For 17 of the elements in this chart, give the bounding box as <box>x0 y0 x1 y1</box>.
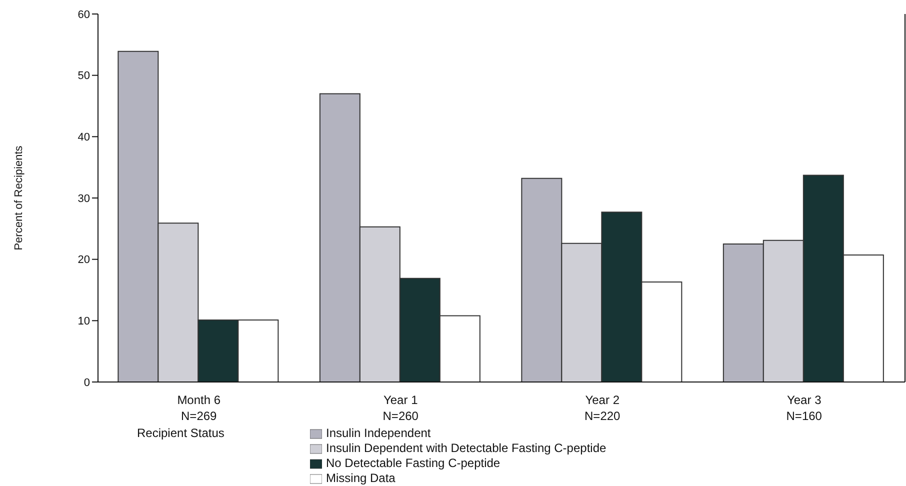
legend-label: Insulin Dependent with Detectable Fasting C-peptide <box>326 441 606 455</box>
y-tick-label: 0 <box>84 376 90 389</box>
y-tick-label: 30 <box>78 192 90 205</box>
y-axis-title: Percent of Recipients <box>12 145 25 250</box>
x-tick-label: Month 6 N=269 <box>177 393 221 423</box>
legend-label: No Detectable Fasting C-peptide <box>326 456 500 470</box>
y-tick-label: 20 <box>78 254 90 266</box>
y-tick-label: 10 <box>78 316 90 328</box>
y-tick-label: 50 <box>78 70 90 82</box>
x-tick-label: Year 1 N=260 <box>382 393 419 423</box>
x-tick-label: Year 3 N=160 <box>786 393 822 423</box>
y-tick-label: 40 <box>78 132 90 144</box>
legend-title: Recipient Status <box>137 426 224 441</box>
legend-label: Missing Data <box>326 471 396 485</box>
legend-label: Insulin Independent <box>326 426 431 440</box>
y-tick-label: 60 <box>78 8 90 21</box>
x-tick-label: Year 2 N=220 <box>584 393 621 423</box>
